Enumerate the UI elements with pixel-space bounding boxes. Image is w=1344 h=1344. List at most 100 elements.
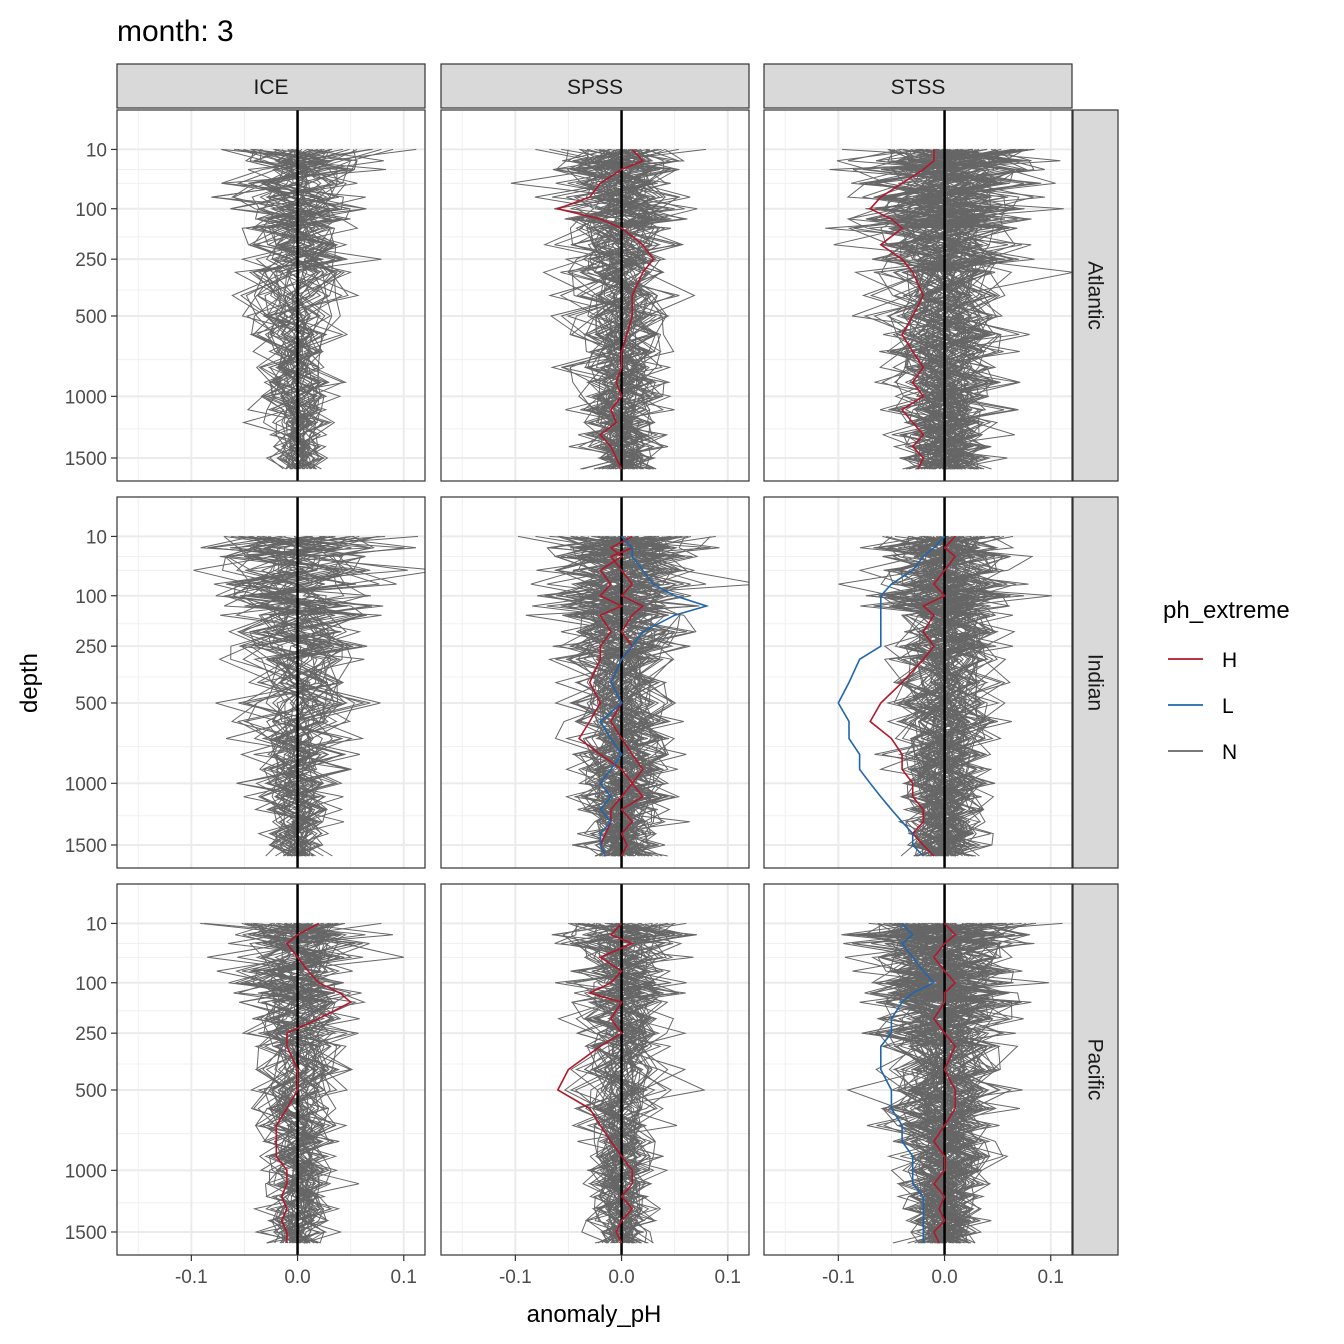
profile-line-h — [578, 535, 634, 857]
profile-line-n — [876, 148, 1072, 470]
profile-lines — [211, 110, 417, 481]
panel-spss-indian — [440, 496, 750, 869]
profile-line-n — [874, 535, 1003, 857]
y-tick-label: 1000 — [65, 1161, 107, 1182]
profile-line-l — [837, 535, 946, 857]
profile-line-n — [574, 923, 687, 1244]
profile-line-n — [852, 923, 978, 1244]
panel-stss-pacific — [763, 883, 1073, 1256]
y-tick-label: 1500 — [65, 836, 107, 857]
profile-line-n — [238, 923, 337, 1244]
profile-line-n — [225, 535, 378, 857]
panel-ice-pacific — [116, 883, 426, 1256]
panel-ice-indian — [116, 496, 426, 869]
column-strip-label: ICE — [253, 76, 288, 99]
panel-stss-atlantic — [763, 109, 1073, 482]
panel-ice-atlantic — [116, 109, 426, 482]
profile-line-n — [583, 535, 678, 857]
profile-line-n — [216, 922, 348, 1244]
profile-line-n — [254, 922, 349, 1244]
profile-line-n — [193, 536, 347, 857]
profile-line-n — [547, 535, 667, 857]
profile-line-n — [233, 922, 353, 1244]
panel-border — [116, 496, 426, 869]
profile-line-n — [254, 148, 371, 470]
profile-line-h — [275, 922, 353, 1243]
profile-line-n — [230, 148, 360, 470]
profile-line-n — [547, 535, 684, 857]
panel-spss-atlantic — [440, 109, 750, 482]
profile-lines — [517, 497, 749, 868]
profile-line-n — [858, 535, 989, 857]
profile-line-n — [882, 536, 1011, 857]
y-tick-label: 500 — [75, 694, 107, 715]
row-strips: Atlantic Indian Pacific — [1072, 109, 1119, 1256]
x-tick-label: 0.1 — [715, 1267, 741, 1288]
profile-line-h — [869, 535, 957, 857]
y-tick-label: 1500 — [65, 449, 107, 470]
x-tick-label: -0.1 — [175, 1267, 208, 1288]
profile-line-l — [879, 922, 936, 1243]
panel-spss-pacific — [440, 883, 750, 1256]
axes: 10 100 250 500 1000 1500 10 100 250 500 1000 1500 10… — [65, 140, 1064, 1288]
panel-border — [440, 109, 750, 482]
profile-line-n — [560, 535, 689, 857]
y-tick-label: 10 — [86, 914, 107, 935]
legend-item-l: L — [1168, 695, 1234, 718]
profile-line-l — [599, 535, 710, 857]
y-tick-label: 100 — [75, 587, 107, 608]
row-strip-indian: Indian — [1072, 496, 1119, 869]
profile-line-n — [883, 923, 1006, 1244]
y-tick-label: 250 — [75, 250, 107, 271]
profile-line-n — [565, 535, 697, 857]
row-strip-pacific: Pacific — [1072, 883, 1119, 1256]
profile-line-n — [221, 148, 366, 470]
column-strip-ice: ICE — [116, 63, 426, 109]
profile-lines — [837, 497, 1052, 868]
profile-line-h — [932, 922, 957, 1244]
legend-item-label: L — [1222, 695, 1234, 718]
profile-line-n — [584, 149, 696, 470]
y-tick-label: 250 — [75, 1024, 107, 1045]
y-tick-label: 1500 — [65, 1223, 107, 1244]
profile-line-n — [591, 535, 692, 857]
profile-lines — [510, 110, 707, 481]
row-strip-label: Indian — [1084, 654, 1107, 711]
panel-border — [440, 883, 750, 1256]
panel-border — [116, 109, 426, 482]
profile-line-n — [270, 535, 354, 857]
profile-line-n — [588, 535, 669, 857]
legend-item-n: N — [1168, 741, 1237, 764]
profile-line-n — [559, 535, 679, 857]
profile-line-n — [882, 535, 1000, 857]
profile-line-n — [887, 535, 1052, 857]
row-strip-label: Atlantic — [1084, 261, 1107, 330]
profile-line-n — [235, 922, 331, 1244]
profile-line-n — [249, 535, 380, 857]
profile-line-n — [876, 536, 1002, 857]
y-tick-label: 1000 — [65, 774, 107, 795]
chart-title: month: 3 — [117, 15, 234, 48]
panel-stss-indian — [763, 496, 1073, 869]
profile-line-n — [249, 148, 339, 470]
strip-background — [116, 63, 426, 109]
x-axis-label: anomaly_pH — [527, 1301, 662, 1328]
strip-background — [1072, 883, 1119, 1256]
profile-line-n — [877, 922, 1003, 1244]
profile-line-n — [903, 148, 1025, 470]
y-tick-label: 100 — [75, 200, 107, 221]
x-tick-label: -0.1 — [822, 1267, 855, 1288]
strip-background — [1072, 109, 1119, 482]
y-tick-label: 250 — [75, 637, 107, 658]
column-strip-label: STSS — [891, 76, 946, 99]
profile-line-n — [576, 923, 672, 1244]
y-tick-label: 500 — [75, 1081, 107, 1102]
profile-line-n — [229, 535, 386, 857]
profile-line-n — [912, 535, 1015, 857]
profile-line-n — [236, 148, 370, 470]
x-tick-label: 0.1 — [391, 1267, 417, 1288]
x-tick-label: 0.0 — [608, 1267, 634, 1288]
profile-line-n — [560, 536, 687, 857]
profile-line-n — [261, 922, 342, 1244]
